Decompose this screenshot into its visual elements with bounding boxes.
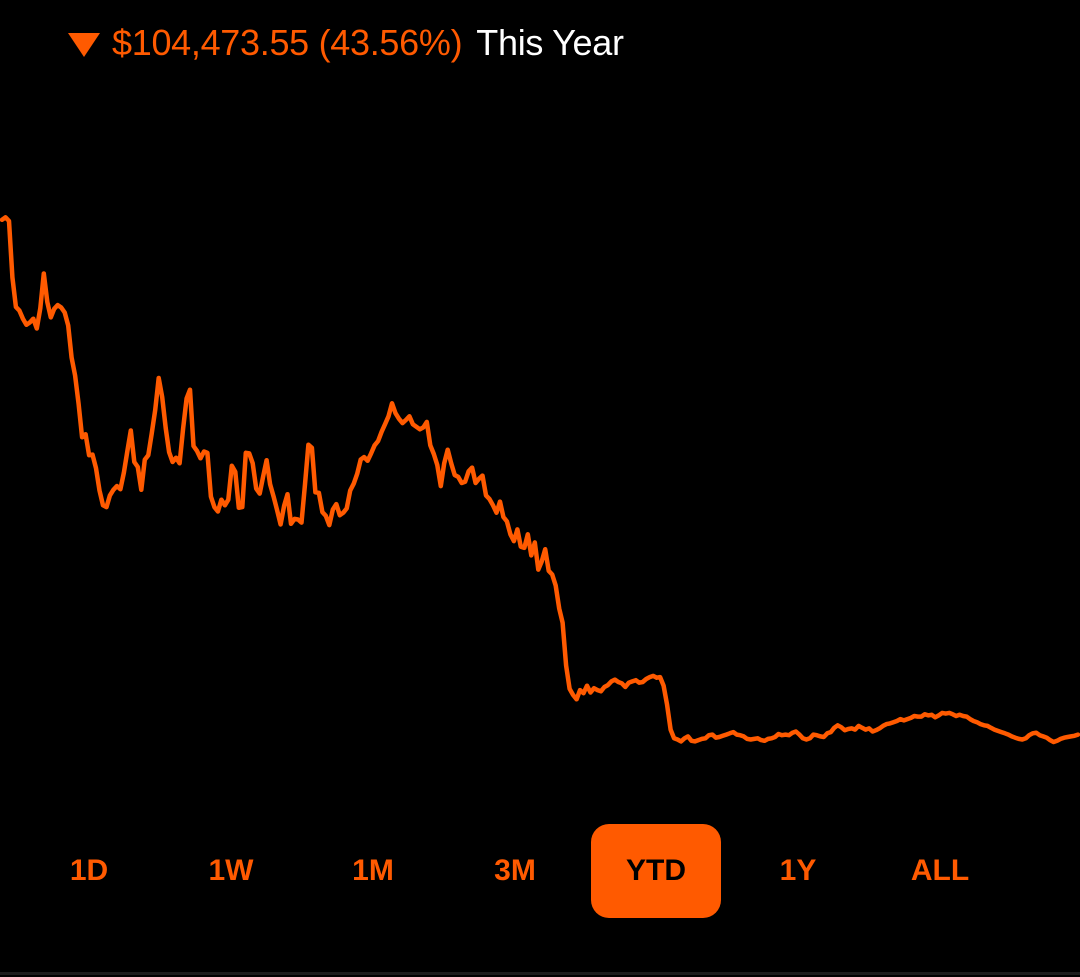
change-value: $104,473.55 (43.56%) [112,22,463,63]
range-button-1d[interactable]: 1D [69,854,109,887]
range-button-1m[interactable]: 1M [352,854,394,887]
range-button-1w[interactable]: 1W [208,854,254,887]
range-button-ytd[interactable]: YTD [591,824,721,918]
period-label: This Year [476,22,624,63]
range-button-1y[interactable]: 1Y [779,854,817,887]
range-button-3m[interactable]: 3M [494,854,536,887]
down-triangle-icon [68,33,100,57]
bottom-divider [0,972,1080,975]
series-line [0,215,1080,745]
performance-header: $104,473.55 (43.56%) This Year [68,18,624,68]
time-range-selector: 1D 1W 1M 3M YTD 1Y ALL [0,824,1080,918]
range-button-all[interactable]: ALL [910,854,970,887]
